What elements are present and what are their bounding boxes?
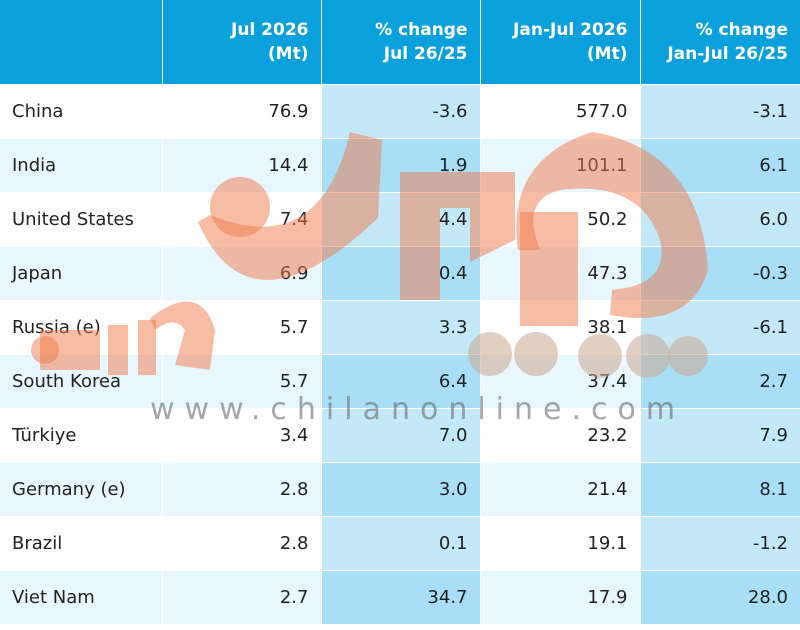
country-cell: China	[0, 84, 163, 139]
jul-change-cell: 34.7	[321, 570, 481, 624]
ytd-change-cell: -0.3	[640, 246, 800, 301]
table-row: United States 7.4 4.4 50.2 6.0	[0, 192, 800, 247]
ytd-value-cell: 101.1	[480, 138, 641, 193]
jul-value-cell: 5.7	[162, 300, 322, 355]
country-cell: United States	[0, 192, 163, 247]
ytd-value-cell: 37.4	[480, 354, 641, 409]
header-line1: % change	[695, 20, 788, 40]
header-line1: % change	[375, 20, 468, 40]
ytd-change-cell: 6.0	[640, 192, 800, 247]
jul-change-cell: 4.4	[321, 192, 481, 247]
ytd-change-cell: 6.1	[640, 138, 800, 193]
country-cell: Germany (e)	[0, 462, 163, 517]
header-line2: Jan-Jul 26/25	[667, 44, 788, 64]
table-body: China 76.9 -3.6 577.0 -3.1 India 14.4 1.…	[0, 84, 800, 624]
country-cell: Brazil	[0, 516, 163, 571]
jul-value-cell: 2.8	[162, 462, 322, 517]
jul-change-cell: 6.4	[321, 354, 481, 409]
ytd-value-cell: 23.2	[480, 408, 641, 463]
country-cell: Türkiye	[0, 408, 163, 463]
ytd-value-cell: 38.1	[480, 300, 641, 355]
jul-change-cell: 0.1	[321, 516, 481, 571]
jul-change-cell: 7.0	[321, 408, 481, 463]
jul-value-cell: 6.9	[162, 246, 322, 301]
ytd-value-cell: 577.0	[480, 84, 641, 139]
ytd-change-cell: -1.2	[640, 516, 800, 571]
ytd-change-cell: 7.9	[640, 408, 800, 463]
jul-value-cell: 14.4	[162, 138, 322, 193]
table-row: Germany (e) 2.8 3.0 21.4 8.1	[0, 462, 800, 517]
jul-change-cell: 0.4	[321, 246, 481, 301]
jul-change-cell: 3.0	[321, 462, 481, 517]
header-line1: Jul 2026	[231, 20, 309, 40]
table-row: Russia (e) 5.7 3.3 38.1 -6.1	[0, 300, 800, 355]
header-line2: (Mt)	[586, 44, 628, 64]
header-jan-jul-2026: Jan-Jul 2026 (Mt)	[480, 0, 641, 85]
jul-value-cell: 7.4	[162, 192, 322, 247]
table-header: Jul 2026 (Mt) % change Jul 26/25 Jan-Jul…	[0, 0, 800, 85]
header-jul-2026: Jul 2026 (Mt)	[162, 0, 322, 85]
ytd-change-cell: 28.0	[640, 570, 800, 624]
header-jan-jul-change: % change Jan-Jul 26/25	[640, 0, 800, 85]
jul-change-cell: -3.6	[321, 84, 481, 139]
country-cell: South Korea	[0, 354, 163, 409]
ytd-value-cell: 21.4	[480, 462, 641, 517]
header-line1: Jan-Jul 2026	[513, 20, 628, 40]
country-cell: Japan	[0, 246, 163, 301]
ytd-value-cell: 47.3	[480, 246, 641, 301]
table-row: China 76.9 -3.6 577.0 -3.1	[0, 84, 800, 139]
table-row: Türkiye 3.4 7.0 23.2 7.9	[0, 408, 800, 463]
ytd-value-cell: 19.1	[480, 516, 641, 571]
ytd-change-cell: 8.1	[640, 462, 800, 517]
table-row: Brazil 2.8 0.1 19.1 -1.2	[0, 516, 800, 571]
ytd-value-cell: 50.2	[480, 192, 641, 247]
table-row: Viet Nam 2.7 34.7 17.9 28.0	[0, 570, 800, 624]
jul-change-cell: 1.9	[321, 138, 481, 193]
table-row: India 14.4 1.9 101.1 6.1	[0, 138, 800, 193]
table-row: South Korea 5.7 6.4 37.4 2.7	[0, 354, 800, 409]
jul-value-cell: 2.7	[162, 570, 322, 624]
jul-value-cell: 5.7	[162, 354, 322, 409]
header-row: Jul 2026 (Mt) % change Jul 26/25 Jan-Jul…	[0, 0, 800, 85]
ytd-change-cell: -3.1	[640, 84, 800, 139]
country-cell: Viet Nam	[0, 570, 163, 624]
ytd-change-cell: 2.7	[640, 354, 800, 409]
header-line2: Jul 26/25	[383, 44, 468, 64]
ytd-change-cell: -6.1	[640, 300, 800, 355]
country-cell: Russia (e)	[0, 300, 163, 355]
header-jul-change: % change Jul 26/25	[321, 0, 481, 85]
country-cell: India	[0, 138, 163, 193]
ytd-value-cell: 17.9	[480, 570, 641, 624]
table-row: Japan 6.9 0.4 47.3 -0.3	[0, 246, 800, 301]
jul-change-cell: 3.3	[321, 300, 481, 355]
jul-value-cell: 76.9	[162, 84, 322, 139]
header-country	[0, 0, 163, 85]
jul-value-cell: 2.8	[162, 516, 322, 571]
header-line2: (Mt)	[267, 44, 309, 64]
jul-value-cell: 3.4	[162, 408, 322, 463]
